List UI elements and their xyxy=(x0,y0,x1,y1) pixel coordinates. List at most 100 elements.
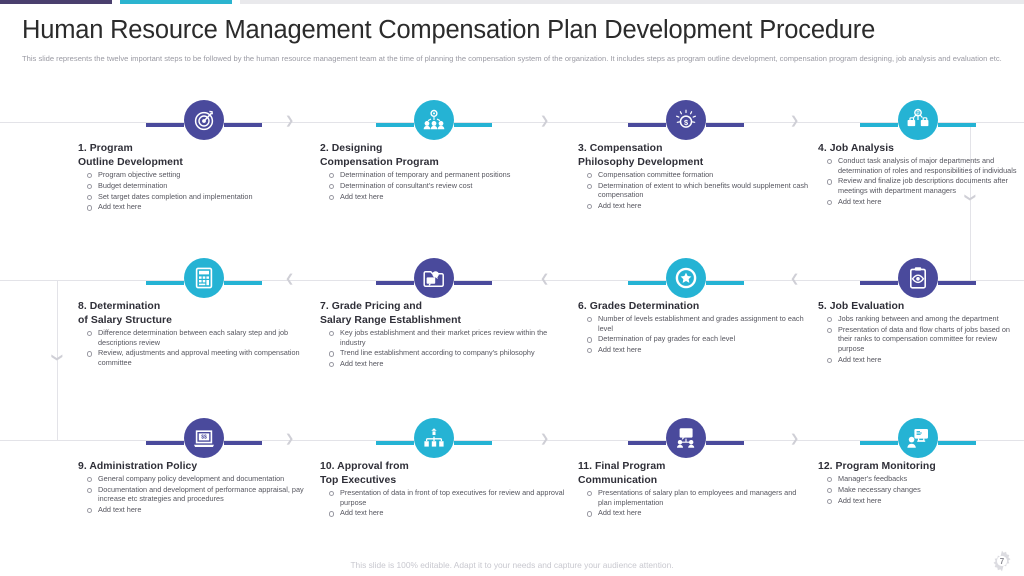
step-icon-group xyxy=(146,100,262,148)
step-icon-group xyxy=(860,100,976,148)
stub-left xyxy=(376,441,414,445)
step-bullet-item: Add text here xyxy=(84,505,310,515)
connector-arrow-right: ❯ xyxy=(285,433,295,445)
stub-left xyxy=(628,123,666,127)
step-bullet-list: Presentations of salary plan to employee… xyxy=(584,488,810,519)
step-bullet-item: Add text here xyxy=(824,496,1018,506)
step-icon-group xyxy=(376,418,492,466)
step-icon-group xyxy=(146,258,262,306)
step-bullet-item: Compensation committee formation xyxy=(584,170,810,180)
step-icon-group xyxy=(376,100,492,148)
step-heading: 2. Designing Compensation Program xyxy=(320,142,570,169)
stub-right xyxy=(224,281,262,285)
connector-line-horizontal xyxy=(0,440,1024,441)
stub-right xyxy=(938,441,976,445)
clipboard-eye-icon[interactable] xyxy=(898,258,938,298)
svg-text:$$: $$ xyxy=(201,435,207,441)
step-heading: 9. Administration Policy xyxy=(78,460,310,474)
step-bullet-item: Program objective setting xyxy=(84,170,310,180)
page-number-badge: 7 xyxy=(990,549,1014,573)
footer-note: This slide is 100% editable. Adapt it to… xyxy=(350,560,674,570)
step-bullet-item: Manager's feedbacks xyxy=(824,474,1018,484)
stub-right xyxy=(224,123,262,127)
step-bullet-item: Determination of temporary and permanent… xyxy=(326,170,570,180)
step-heading-line1: 8. Determination xyxy=(78,301,161,312)
svg-text:$: $ xyxy=(684,118,688,127)
connector-arrow-left: ❮ xyxy=(285,273,295,285)
connector-arrow-right: ❯ xyxy=(540,433,550,445)
step-heading-line1: 7. Grade Pricing and xyxy=(320,301,423,312)
step-heading: 1. Program Outline Development xyxy=(78,142,310,169)
connector-line-horizontal xyxy=(57,280,97,281)
accent-bar-gap xyxy=(232,0,240,5)
presentation-people-icon[interactable] xyxy=(666,418,706,458)
step-bullet-list: Determination of temporary and permanent… xyxy=(326,170,570,202)
step-bullet-item: Presentation of data in front of top exe… xyxy=(326,488,570,507)
step-bullet-list: General company policy development and d… xyxy=(84,474,310,516)
step-heading-line1: 6. Grades Determination xyxy=(578,301,700,312)
connector-line-horizontal xyxy=(57,440,97,441)
gear-icon xyxy=(993,550,1011,572)
stub-right xyxy=(706,441,744,445)
step-heading: 10. Approval from Top Executives xyxy=(320,460,570,487)
step-bullet-item: Determination of extent to which benefit… xyxy=(584,181,810,200)
step-bullet-item: Add text here xyxy=(84,202,310,212)
step-heading-line1: 4. Job Analysis xyxy=(818,143,895,154)
step-heading: 12. Program Monitoring xyxy=(818,460,1018,474)
connector-arrow-right: ❯ xyxy=(790,115,800,127)
page-number: 7 xyxy=(999,556,1005,566)
step-bullet-item: Difference determination between each sa… xyxy=(84,328,310,347)
accent-bar-cyan xyxy=(120,0,232,4)
step-heading-line1: 9. Administration Policy xyxy=(78,461,198,472)
accent-bar-gap xyxy=(112,0,120,5)
briefcase-analysis-icon[interactable] xyxy=(898,100,938,140)
step-heading-line1: 3. Compensation xyxy=(578,143,663,154)
accent-bar-grey xyxy=(240,0,1024,4)
step-bullet-item: Budget determination xyxy=(84,181,310,191)
step-bullet-list: Compensation committee formation Determin… xyxy=(584,170,810,212)
step-bullet-list: Presentation of data in front of top exe… xyxy=(326,488,570,519)
step-heading-line1: 10. Approval from xyxy=(320,461,409,472)
connector-arrow-right: ❯ xyxy=(540,115,550,127)
top-accent-bars xyxy=(0,0,1024,5)
star-badge-icon[interactable] xyxy=(666,258,706,298)
step-heading-line2: Salary Range Establishment xyxy=(320,314,462,326)
stub-right xyxy=(454,281,492,285)
laptop-policy-icon[interactable]: $$ xyxy=(184,418,224,458)
step-icon-group xyxy=(860,258,976,306)
team-gear-icon[interactable] xyxy=(414,100,454,140)
stub-left xyxy=(628,441,666,445)
step-heading: 5. Job Evaluation xyxy=(818,300,1018,314)
stub-left xyxy=(376,281,414,285)
step-bullet-item: Add text here xyxy=(326,508,570,518)
step-heading: 6. Grades Determination xyxy=(578,300,810,314)
step-heading: 4. Job Analysis xyxy=(818,142,1018,156)
folder-chat-icon[interactable] xyxy=(414,258,454,298)
step-bullet-item: Presentations of salary plan to employee… xyxy=(584,488,810,507)
step-heading-line1: 11. Final Program xyxy=(578,461,666,472)
monitor-person-icon[interactable] xyxy=(898,418,938,458)
step-bullet-list: Manager's feedbacks Make necessary change… xyxy=(824,474,1018,506)
step-heading: 7. Grade Pricing and Salary Range Establi… xyxy=(320,300,570,327)
step-heading-line2: Top Executives xyxy=(320,474,397,486)
idea-bulb-icon[interactable]: $ xyxy=(666,100,706,140)
stub-left xyxy=(146,281,184,285)
step-heading-line1: 2. Designing xyxy=(320,143,383,154)
calculator-icon[interactable] xyxy=(184,258,224,298)
target-icon[interactable] xyxy=(184,100,224,140)
step-bullet-item: Presentation of data and flow charts of … xyxy=(824,325,1018,354)
step-icon-group: $$ xyxy=(146,418,262,466)
step-heading: 3. Compensation Philosophy Development xyxy=(578,142,810,169)
stub-left xyxy=(146,441,184,445)
stub-right xyxy=(454,123,492,127)
stub-right xyxy=(706,281,744,285)
stub-left xyxy=(860,281,898,285)
connector-arrow-left: ❮ xyxy=(540,273,550,285)
org-chart-icon[interactable] xyxy=(414,418,454,458)
step-bullet-list: Jobs ranking between and among the depar… xyxy=(824,314,1018,366)
page-title: Human Resource Management Compensation P… xyxy=(22,16,876,44)
step-bullet-item: Add text here xyxy=(824,197,1018,207)
step-bullet-list: Conduct task analysis of major departmen… xyxy=(824,156,1018,208)
step-heading-line2: Philosophy Development xyxy=(578,156,704,168)
